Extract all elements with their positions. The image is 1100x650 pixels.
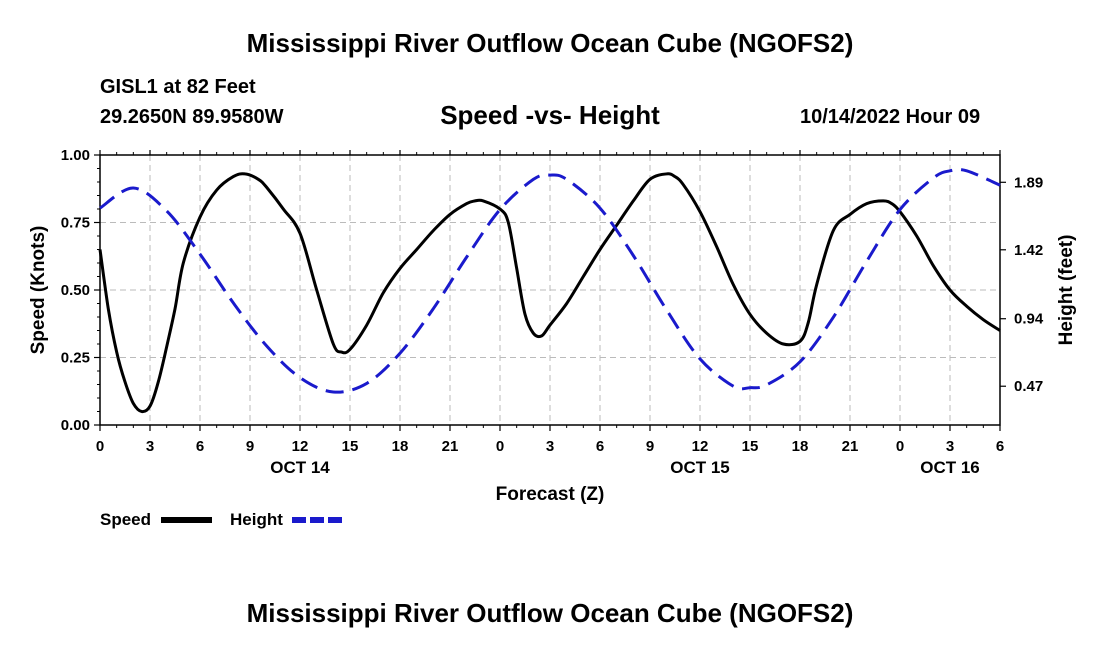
height-series-line [99, 167, 1001, 394]
x-tick-label: 6 [596, 438, 604, 455]
y-tick-label: 1.00 [61, 147, 90, 164]
y-tick-label: 0.75 [61, 215, 90, 232]
y2-tick-label: 1.42 [1014, 242, 1043, 259]
y2-axis-title: Height (feet) [1056, 235, 1077, 346]
legend-speed-label: Speed [100, 510, 152, 529]
date-label: OCT 14 [270, 458, 330, 477]
x-tick-label: 15 [342, 438, 359, 455]
x-tick-label: 0 [96, 438, 104, 455]
x-tick-label: 18 [392, 438, 409, 455]
x-tick-label: 0 [496, 438, 504, 455]
x-tick-label: 18 [792, 438, 809, 455]
x-tick-label: 21 [842, 438, 859, 455]
chart-main-title-repeat: Mississippi River Outflow Ocean Cube (NG… [246, 598, 854, 628]
chart-main-title: Mississippi River Outflow Ocean Cube (NG… [246, 28, 854, 58]
y-axis-title: Speed (Knots) [28, 226, 49, 355]
x-tick-label: 12 [692, 438, 709, 455]
y-tick-label: 0.50 [61, 282, 90, 299]
station-label: GISL1 at 82 Feet [100, 76, 256, 98]
y-tick-label: 0.25 [61, 350, 90, 367]
x-tick-label: 9 [246, 438, 254, 455]
date-label: OCT 16 [920, 458, 980, 477]
chart-subtitle: Speed -vs- Height [440, 100, 660, 130]
axes: 0 3 6 9 12 15 18 21 0 3 6 9 12 15 18 21 0 3 6 0.00 0.25 0.50 0… [28, 147, 1077, 505]
x-tick-label: 3 [546, 438, 554, 455]
data-series [98, 167, 1001, 414]
x-tick-label: 0 [896, 438, 904, 455]
x-tick-label: 6 [996, 438, 1004, 455]
y2-tick-label: 0.47 [1014, 378, 1043, 395]
station-coordinates: 29.2650N 89.9580W [100, 106, 284, 128]
x-tick-label: 21 [442, 438, 459, 455]
x-tick-label: 3 [946, 438, 954, 455]
y2-tick-label: 0.94 [1014, 311, 1044, 328]
y-tick-label: 0.00 [61, 417, 90, 434]
x-tick-label: 12 [292, 438, 309, 455]
forecast-datetime: 10/14/2022 Hour 09 [800, 106, 981, 128]
date-label: OCT 15 [670, 458, 730, 477]
x-tick-label: 9 [646, 438, 654, 455]
x-tick-label: 15 [742, 438, 759, 455]
x-tick-label: 3 [146, 438, 154, 455]
speed-series-line [98, 172, 1001, 414]
x-tick-label: 6 [196, 438, 204, 455]
legend-height-label: Height [230, 510, 283, 529]
grid-lines [100, 155, 1000, 425]
x-axis-title: Forecast (Z) [496, 484, 605, 505]
y2-tick-label: 1.89 [1014, 174, 1043, 191]
